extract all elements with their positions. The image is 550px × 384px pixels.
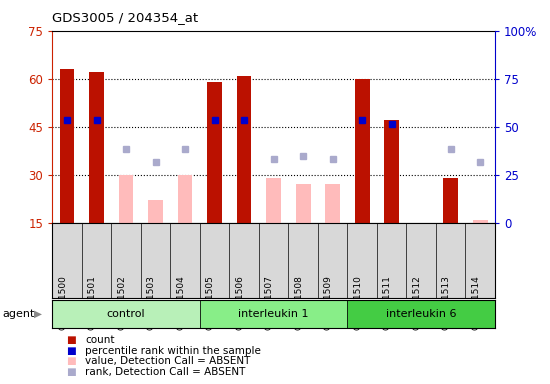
Text: percentile rank within the sample: percentile rank within the sample <box>85 346 261 356</box>
Text: control: control <box>107 309 145 319</box>
Bar <box>89 72 104 223</box>
Bar <box>355 79 370 223</box>
Bar <box>348 300 495 328</box>
Bar <box>178 175 192 223</box>
Bar <box>148 200 163 223</box>
Text: ■: ■ <box>66 367 76 377</box>
Bar <box>325 184 340 223</box>
Bar <box>384 120 399 223</box>
Bar <box>236 76 251 223</box>
Text: rank, Detection Call = ABSENT: rank, Detection Call = ABSENT <box>85 367 246 377</box>
Text: ■: ■ <box>66 356 76 366</box>
Bar <box>119 175 134 223</box>
Bar <box>443 178 458 223</box>
Bar <box>207 82 222 223</box>
Text: value, Detection Call = ABSENT: value, Detection Call = ABSENT <box>85 356 251 366</box>
Bar <box>296 184 311 223</box>
Text: agent: agent <box>3 309 35 319</box>
Text: interleukin 1: interleukin 1 <box>238 309 309 319</box>
Text: interleukin 6: interleukin 6 <box>386 309 456 319</box>
Text: ■: ■ <box>66 346 76 356</box>
Bar <box>266 178 281 223</box>
Bar <box>473 220 488 223</box>
Text: ▶: ▶ <box>34 309 42 319</box>
Bar <box>52 300 200 328</box>
Bar <box>59 69 74 223</box>
Text: ■: ■ <box>66 335 76 345</box>
Text: GDS3005 / 204354_at: GDS3005 / 204354_at <box>52 12 199 25</box>
Text: count: count <box>85 335 115 345</box>
Bar <box>200 300 348 328</box>
